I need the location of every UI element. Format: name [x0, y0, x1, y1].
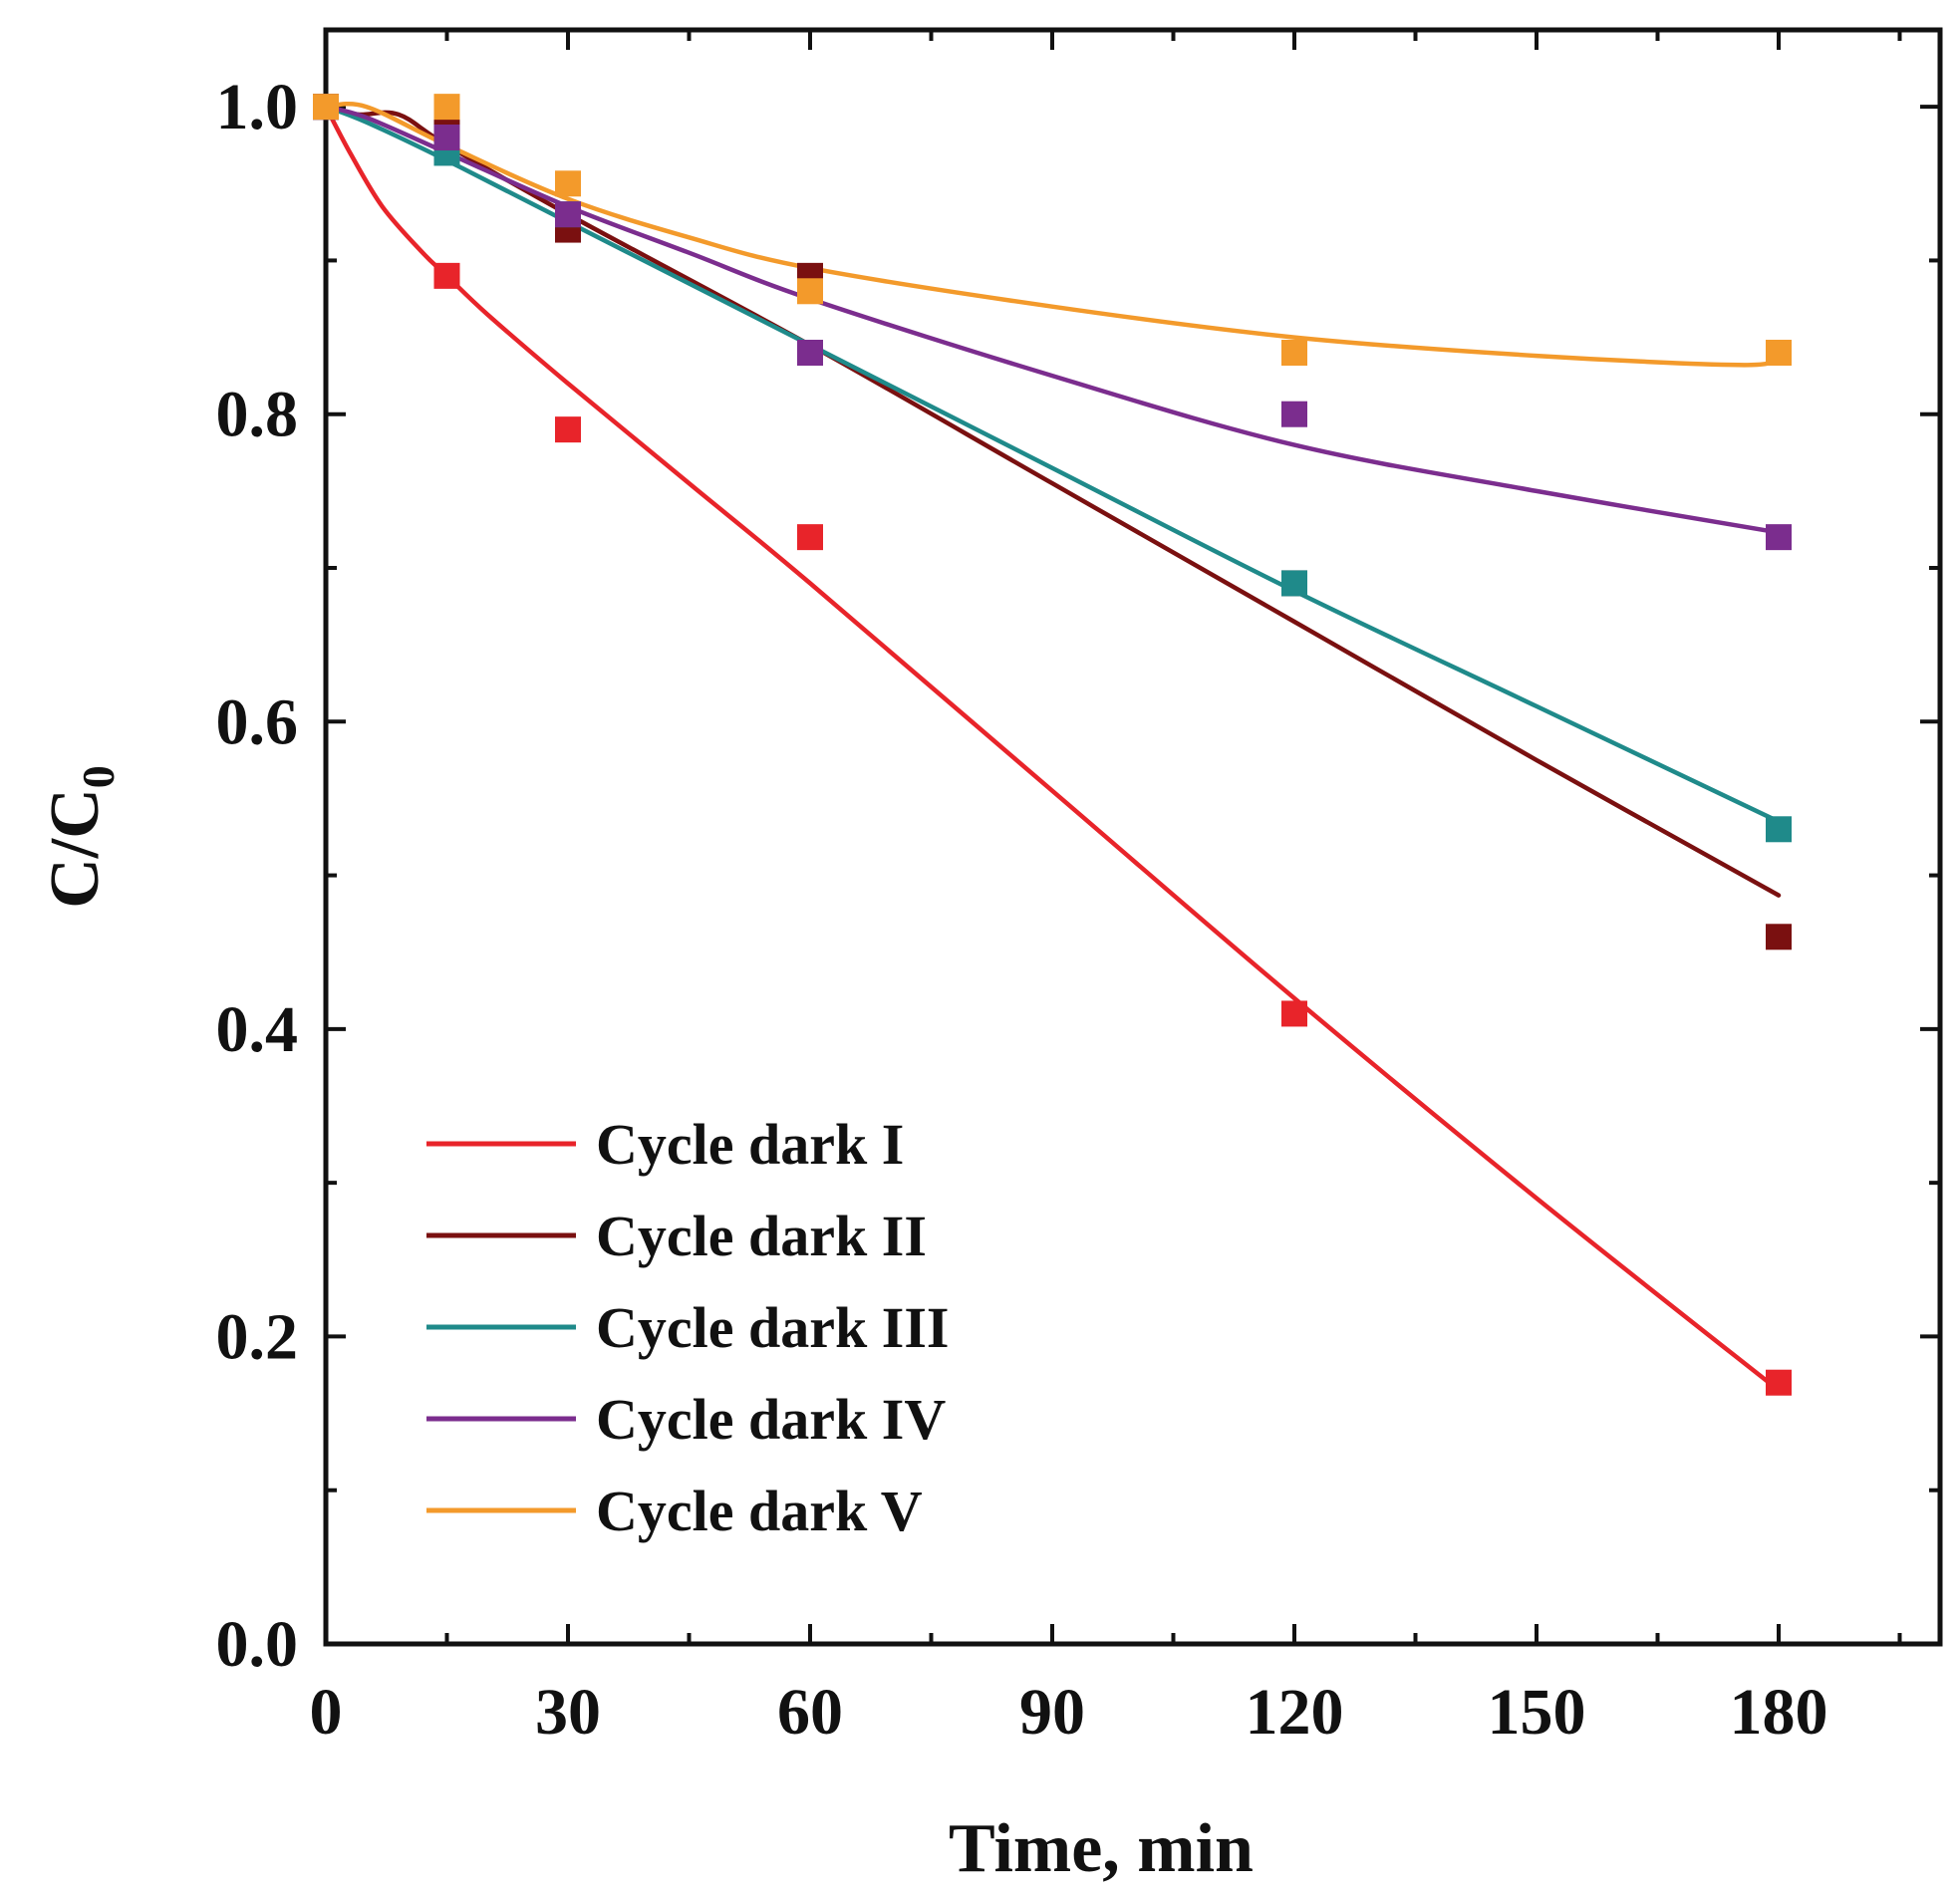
- legend-label: Cycle dark III: [596, 1295, 949, 1360]
- fit-line-series-3: [323, 104, 1782, 824]
- svg-text:C/C0: C/C0: [37, 765, 124, 909]
- y-axis-title-main: C/C: [37, 788, 114, 909]
- plot-frame: [323, 27, 1943, 1647]
- data-point-series-5: [797, 278, 823, 305]
- y-axis-title: C/C0: [37, 765, 124, 909]
- data-point-series-4: [1766, 524, 1792, 551]
- fit-line-series-1: [323, 104, 1782, 1393]
- data-point-series-1: [555, 416, 581, 443]
- y-tick-label: 0.0: [216, 1608, 299, 1681]
- y-tick-label: 0.2: [216, 1300, 299, 1373]
- legend-label: Cycle dark IV: [596, 1387, 946, 1452]
- data-point-series-2: [1766, 924, 1792, 950]
- data-point-series-3: [1281, 570, 1307, 597]
- data-point-series-1: [797, 524, 823, 551]
- y-axis-title-subscript: 0: [73, 765, 124, 788]
- legend-label: Cycle dark V: [596, 1479, 923, 1543]
- y-tick-label: 0.4: [216, 993, 299, 1066]
- data-point-series-3: [1766, 816, 1792, 843]
- legend-label: Cycle dark I: [596, 1112, 904, 1177]
- data-point-series-4: [555, 201, 581, 228]
- axis-ticks: 0 30 60 90 120 150 180 0.0 0.2 0.4 0.6 0.8 1.0: [216, 30, 1940, 1749]
- y-tick-label: 1.0: [216, 71, 299, 143]
- y-tick-label: 0.6: [216, 685, 299, 758]
- data-markers: [313, 94, 1792, 1396]
- fit-curves: [323, 102, 1782, 1393]
- fit-line-series-5: [323, 102, 1782, 368]
- data-point-series-5: [1281, 340, 1307, 366]
- fit-line-series-2: [323, 104, 1782, 898]
- data-point-series-4: [797, 340, 823, 366]
- x-tick-label: 30: [535, 1676, 601, 1749]
- x-tick-label: 90: [1019, 1676, 1085, 1749]
- x-tick-label: 180: [1730, 1676, 1828, 1749]
- data-point-series-1: [433, 262, 460, 289]
- data-point-series-5: [433, 94, 460, 121]
- legend-label: Cycle dark II: [596, 1204, 927, 1268]
- legend: Cycle dark I Cycle dark II Cycle dark III C…: [426, 1112, 949, 1543]
- data-point-series-1: [1766, 1369, 1792, 1396]
- data-point-series-4: [433, 125, 460, 150]
- data-point-series-1: [1281, 1000, 1307, 1027]
- x-tick-label: 0: [310, 1676, 343, 1749]
- x-tick-label: 60: [777, 1676, 843, 1749]
- data-point-series-5: [313, 94, 339, 121]
- x-tick-label: 150: [1488, 1676, 1586, 1749]
- x-axis-title: Time, min: [949, 1810, 1254, 1887]
- x-tick-label: 120: [1246, 1676, 1344, 1749]
- data-point-series-4: [1281, 401, 1307, 427]
- data-point-series-5: [555, 170, 581, 197]
- y-tick-label: 0.8: [216, 379, 299, 451]
- data-point-series-5: [1766, 340, 1792, 366]
